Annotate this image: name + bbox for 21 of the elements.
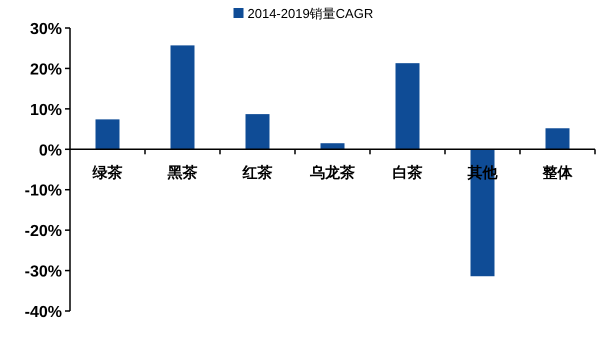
bar bbox=[246, 114, 270, 150]
bar bbox=[320, 143, 344, 150]
y-tick-label: 30% bbox=[30, 21, 62, 38]
bar bbox=[546, 128, 570, 150]
bar bbox=[96, 119, 120, 150]
x-tick-label: 红茶 bbox=[242, 164, 272, 182]
x-tick-label: 整体 bbox=[542, 164, 574, 182]
x-tick-label: 绿茶 bbox=[92, 164, 122, 182]
y-tick-label: -10% bbox=[24, 182, 62, 200]
y-tick-label: 20% bbox=[30, 61, 62, 78]
y-tick-label: 0% bbox=[38, 142, 62, 160]
y-tick-label: -30% bbox=[24, 264, 62, 281]
legend-label: 2014-2019销量CAGR bbox=[248, 6, 374, 21]
x-tick-label: 黑茶 bbox=[166, 164, 198, 182]
bar bbox=[170, 45, 194, 150]
x-tick-label: 乌龙茶 bbox=[309, 164, 355, 182]
y-tick-label: -20% bbox=[24, 223, 62, 240]
y-tick-label: 10% bbox=[30, 102, 62, 119]
y-tick-label: -40% bbox=[24, 304, 62, 321]
bar bbox=[396, 63, 420, 150]
x-tick-label: 白茶 bbox=[392, 164, 422, 182]
